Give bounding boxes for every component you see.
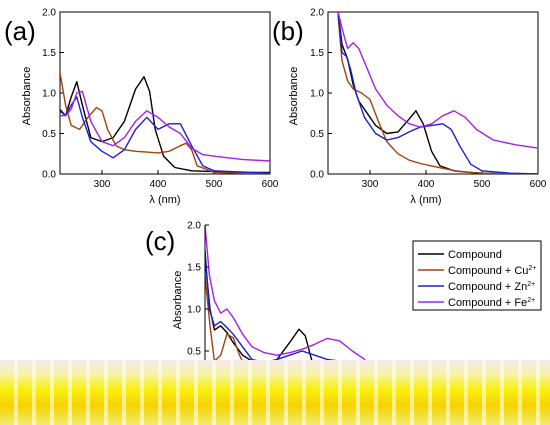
axis-ticks-c: 0.5 1.0 1.5 2.0 bbox=[187, 221, 209, 358]
legend-label: Compound + Zn2+ bbox=[448, 281, 535, 293]
panel-label-a: (a) bbox=[4, 16, 36, 46]
legend-label-superscript: 2+ bbox=[527, 281, 535, 288]
y-tick-label: 2.0 bbox=[310, 8, 324, 19]
x-tick-label: 400 bbox=[150, 179, 167, 190]
chart-panel-c: (c) Absorbance 0.5 1.0 1.5 2.0 bbox=[145, 221, 366, 375]
y-tick-label: 1.5 bbox=[42, 48, 56, 59]
series-line-compound-zn2 bbox=[60, 96, 270, 174]
legend-label: Compound + Cu2+ bbox=[448, 265, 536, 277]
series-line-compound-cu2 bbox=[60, 72, 270, 174]
panel-label-b: (b) bbox=[272, 16, 304, 46]
x-tick-label: 600 bbox=[262, 179, 279, 190]
y-axis-title-c: Absorbance bbox=[172, 271, 184, 330]
axis-ticks-b: 0.0 0.5 1.0 1.5 2.0 300 400 500 600 bbox=[310, 8, 547, 191]
legend-box bbox=[412, 240, 542, 311]
x-tick-label: 400 bbox=[418, 179, 435, 190]
chart-panel-a: (a) Absorbance λ (nm) 0.0 0.5 1.0 1.5 2.0 300… bbox=[4, 8, 279, 207]
y-tick-label: 0.0 bbox=[310, 170, 324, 181]
y-tick-label: 1.5 bbox=[187, 263, 201, 274]
series-line-compound-zn2 bbox=[337, 12, 538, 174]
plot-frame-b bbox=[327, 11, 539, 175]
series-line-compound-cu2 bbox=[337, 15, 538, 174]
x-tick-label: 600 bbox=[530, 179, 547, 190]
panel-label-c: (c) bbox=[145, 226, 175, 256]
y-tick-label: 0.5 bbox=[187, 347, 201, 358]
x-tick-label: 300 bbox=[362, 179, 379, 190]
y-tick-label: 0.0 bbox=[42, 170, 56, 181]
legend-label-superscript: 2+ bbox=[527, 297, 535, 304]
y-tick-label: 1.5 bbox=[310, 48, 324, 59]
y-axis-title-a: Absorbance bbox=[21, 67, 33, 126]
x-axis-title-b: λ (nm) bbox=[410, 194, 441, 206]
y-tick-label: 1.0 bbox=[42, 89, 56, 100]
plot-frame-a bbox=[59, 11, 271, 175]
series-line-compound-fe2 bbox=[337, 12, 538, 149]
series-line-compound bbox=[337, 12, 538, 174]
series-line-compound-fe2 bbox=[60, 90, 270, 162]
series-group-b bbox=[337, 12, 538, 174]
series-line-compound-cu2 bbox=[205, 274, 250, 372]
y-axis-title-b: Absorbance bbox=[288, 67, 300, 126]
series-group-a bbox=[60, 72, 270, 174]
y-tick-label: 2.0 bbox=[187, 221, 201, 232]
y-tick-label: 1.0 bbox=[310, 89, 324, 100]
legend-label-superscript: 2+ bbox=[528, 265, 536, 272]
y-tick-label: 0.5 bbox=[310, 129, 324, 140]
series-line-compound bbox=[60, 76, 270, 174]
legend-label: Compound + Fe2+ bbox=[448, 297, 535, 309]
axis-ticks-a: 0.0 0.5 1.0 1.5 2.0 300 400 500 600 bbox=[42, 8, 279, 191]
legend: Compound Compound + Cu2+ Compound + Zn2+ Co… bbox=[412, 240, 542, 311]
corrupted-image-strip bbox=[0, 360, 550, 425]
y-tick-label: 0.5 bbox=[42, 129, 56, 140]
y-tick-label: 2.0 bbox=[42, 8, 56, 19]
x-tick-label: 300 bbox=[94, 179, 111, 190]
x-tick-label: 500 bbox=[474, 179, 491, 190]
y-tick-label: 1.0 bbox=[187, 305, 201, 316]
legend-items: Compound Compound + Cu2+ Compound + Zn2+ Co… bbox=[418, 249, 536, 309]
series-line-compound-fe2 bbox=[205, 225, 366, 361]
legend-label: Compound bbox=[448, 249, 502, 261]
x-axis-title-a: λ (nm) bbox=[149, 194, 180, 206]
x-tick-label: 500 bbox=[206, 179, 223, 190]
chart-panel-b: (b) Absorbance λ (nm) 0.0 0.5 1.0 1.5 2.0 300… bbox=[272, 8, 547, 207]
